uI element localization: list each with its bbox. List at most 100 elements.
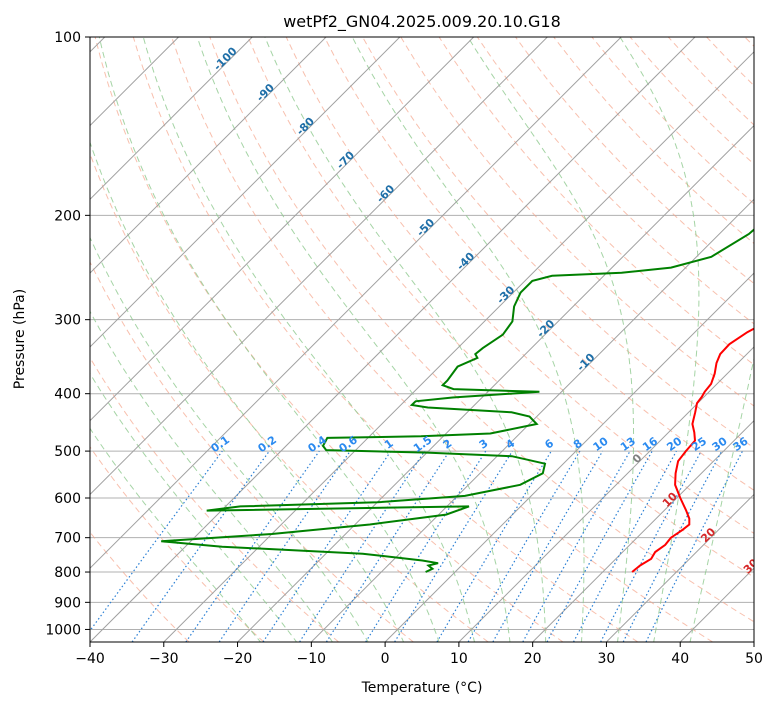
isotherm-line xyxy=(90,37,622,569)
y-tick-label: 600 xyxy=(54,491,81,507)
x-tick-label: 20 xyxy=(524,651,542,667)
x-tick-label: −10 xyxy=(297,651,327,667)
moist-adiabat-line xyxy=(90,140,405,642)
x-tick-label: 40 xyxy=(671,651,689,667)
chart-title: wetPf2_GN04.2025.009.20.10.G18 xyxy=(283,12,561,32)
dry-adiabat-line xyxy=(706,37,754,87)
moist-adiabat-label: 20 xyxy=(698,525,718,545)
x-axis-label: Temperature (°C) xyxy=(361,680,483,696)
dry-adiabat-label: -80 xyxy=(294,115,317,138)
isotherm-line xyxy=(163,51,754,642)
mixing-ratio-line xyxy=(299,450,426,642)
plot-area: 0.1 0.2 0.4 0.6 1 1.5 2 3 4 6 8 10 13 16 20 25 30 36-100-… xyxy=(90,37,754,642)
dry-adiabat-label: -40 xyxy=(454,249,477,272)
dewpoint-line xyxy=(161,228,754,573)
moist-adiabat-line xyxy=(90,310,334,642)
mixing-ratio-line xyxy=(436,450,552,642)
dry-adiabat-line xyxy=(171,37,713,642)
dry-adiabat-line xyxy=(362,37,754,449)
isotherm-line xyxy=(90,37,549,496)
y-tick-label: 1000 xyxy=(45,622,81,638)
dry-adiabat-line xyxy=(476,37,754,325)
moist-adiabat-line xyxy=(689,356,754,642)
pressure-grid xyxy=(90,37,754,630)
y-tick-label: 100 xyxy=(54,30,81,46)
moist-adiabat-line xyxy=(619,37,700,642)
isotherm-line xyxy=(90,37,475,422)
dry-adiabat-line xyxy=(667,37,754,126)
mixing-ratio-line xyxy=(600,450,702,642)
sounding-series xyxy=(161,228,754,573)
x-tick-label: 0 xyxy=(381,651,390,667)
x-tick-label: −20 xyxy=(223,651,253,667)
dry-adiabat-line xyxy=(90,356,339,642)
dry-adiabat-line xyxy=(553,37,754,245)
mixing-ratio-line xyxy=(90,450,223,632)
x-axis-ticks: −40 −30 −20 −10 0 10 20 30 40 50 xyxy=(75,642,763,667)
isotherm-line xyxy=(753,641,754,642)
isotherm-line xyxy=(90,37,696,642)
isotherm-line xyxy=(237,124,754,642)
dry-adiabat-label: -70 xyxy=(334,148,357,171)
moist-adiabat-line xyxy=(90,427,262,642)
dry-adiabat-line xyxy=(132,37,639,642)
mixing-ratio-label: 0.1 xyxy=(209,433,232,455)
mixing-ratio-lines xyxy=(90,450,744,642)
mixing-ratio-line xyxy=(546,450,653,642)
mixing-ratio-line xyxy=(185,450,320,642)
dry-adiabat-line xyxy=(515,37,754,285)
dry-adiabat-line xyxy=(438,37,754,366)
mixing-ratio-line xyxy=(218,450,351,642)
moist-adiabat-line xyxy=(90,236,369,642)
y-tick-label: 700 xyxy=(54,531,81,547)
dry-adiabat-line xyxy=(247,37,754,578)
isotherm-line xyxy=(458,346,754,642)
y-axis-ticks: 100 200 300 400 500 600 700 800 900 1000 xyxy=(45,30,90,638)
mixing-ratio-label: 2 xyxy=(441,437,455,452)
dry-adiabat-line xyxy=(90,531,190,642)
plot-frame xyxy=(89,36,755,643)
y-tick-label: 900 xyxy=(54,595,81,611)
dry-adiabat-label: -100 xyxy=(211,44,240,73)
mixing-ratio-line xyxy=(325,450,450,642)
mixing-ratio-label: 0.4 xyxy=(306,433,330,455)
mixing-ratio-line xyxy=(645,450,744,642)
x-tick-label: 30 xyxy=(598,651,616,667)
isotherm-line xyxy=(606,493,754,642)
dry-adiabat-label: -50 xyxy=(414,216,437,239)
y-axis-label: Pressure (hPa) xyxy=(12,289,28,389)
moist-adiabat-line xyxy=(264,37,547,642)
dry-adiabat-line xyxy=(629,37,754,165)
mixing-ratio-label: 6 xyxy=(542,437,556,452)
y-tick-label: 800 xyxy=(54,565,81,581)
dry-adiabat-line xyxy=(591,37,754,205)
dry-adiabat-line xyxy=(744,37,754,47)
mixing-ratio-line xyxy=(131,450,270,642)
y-tick-label: 400 xyxy=(54,387,81,403)
dry-adiabat-label: -60 xyxy=(374,182,397,205)
x-tick-label: −30 xyxy=(149,651,179,667)
moist-adiabat-line xyxy=(142,37,476,642)
dry-adiabat-line xyxy=(90,152,489,642)
dry-adiabat-label: -30 xyxy=(494,283,517,306)
mixing-ratio-label: 3 xyxy=(477,437,491,452)
x-tick-label: 10 xyxy=(450,651,468,667)
dry-adiabat-line xyxy=(90,446,265,642)
y-tick-label: 300 xyxy=(54,313,81,329)
dry-adiabats xyxy=(90,37,754,642)
mixing-ratio-line xyxy=(262,450,392,642)
isotherm-line xyxy=(532,419,754,642)
dry-adiabat-line xyxy=(285,37,754,535)
temperature-line xyxy=(631,327,754,573)
mixing-ratio-line xyxy=(572,450,677,642)
isotherm-line xyxy=(90,37,401,348)
x-tick-label: −40 xyxy=(75,651,105,667)
dry-adiabat-line xyxy=(209,37,754,623)
dry-adiabat-line xyxy=(323,37,754,491)
y-tick-label: 500 xyxy=(54,444,81,460)
dry-adiabat-line xyxy=(94,37,564,642)
mixing-ratio-line xyxy=(522,450,631,642)
dry-adiabat-label: -20 xyxy=(534,317,557,340)
x-tick-label: 50 xyxy=(745,651,763,667)
